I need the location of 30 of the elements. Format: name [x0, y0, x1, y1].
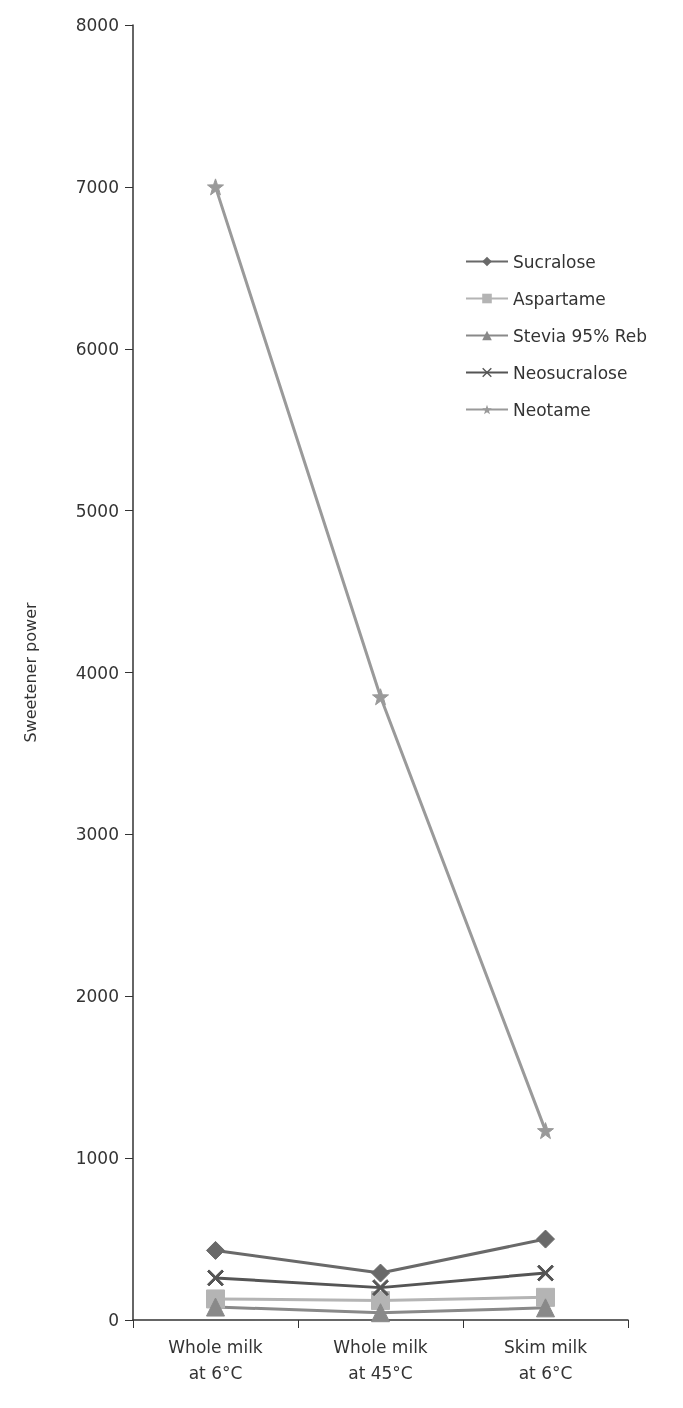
legend-label: Neosucralose	[513, 362, 628, 383]
point	[206, 1297, 225, 1317]
x-tick-label: Whole milk at 45°C	[333, 1337, 428, 1383]
legend-label: Aspartame	[513, 288, 606, 309]
point	[537, 1122, 554, 1140]
legend-label: Sucralose	[513, 251, 596, 272]
point	[536, 1229, 555, 1249]
point	[207, 178, 224, 196]
y-tick-label: 6000	[75, 338, 119, 359]
point	[371, 1303, 390, 1323]
point	[372, 688, 389, 706]
point	[371, 1263, 390, 1283]
point	[207, 1269, 224, 1287]
y-tick-label: 7000	[75, 176, 119, 197]
y-tick-label: 1000	[75, 1148, 119, 1169]
y-tick-label: 0	[108, 1310, 119, 1330]
y-tick-label: 3000	[75, 824, 119, 845]
y-tick-label: 4000	[75, 662, 119, 683]
y-tick-label: 5000	[75, 500, 119, 521]
point	[372, 1279, 389, 1297]
point	[206, 1240, 225, 1260]
y-axis-title: Sweetener power	[20, 602, 40, 743]
point	[536, 1298, 555, 1318]
y-tick-label: 8000	[75, 15, 119, 35]
legend-label: Neotame	[513, 399, 591, 420]
point	[537, 1264, 554, 1282]
x-tick-label: Skim milk at 6°C	[503, 1337, 588, 1383]
x-tick-label: Whole milk at 6°C	[168, 1337, 263, 1383]
legend-label: Stevia 95% Reb	[513, 325, 648, 346]
y-tick-label: 2000	[75, 986, 119, 1007]
